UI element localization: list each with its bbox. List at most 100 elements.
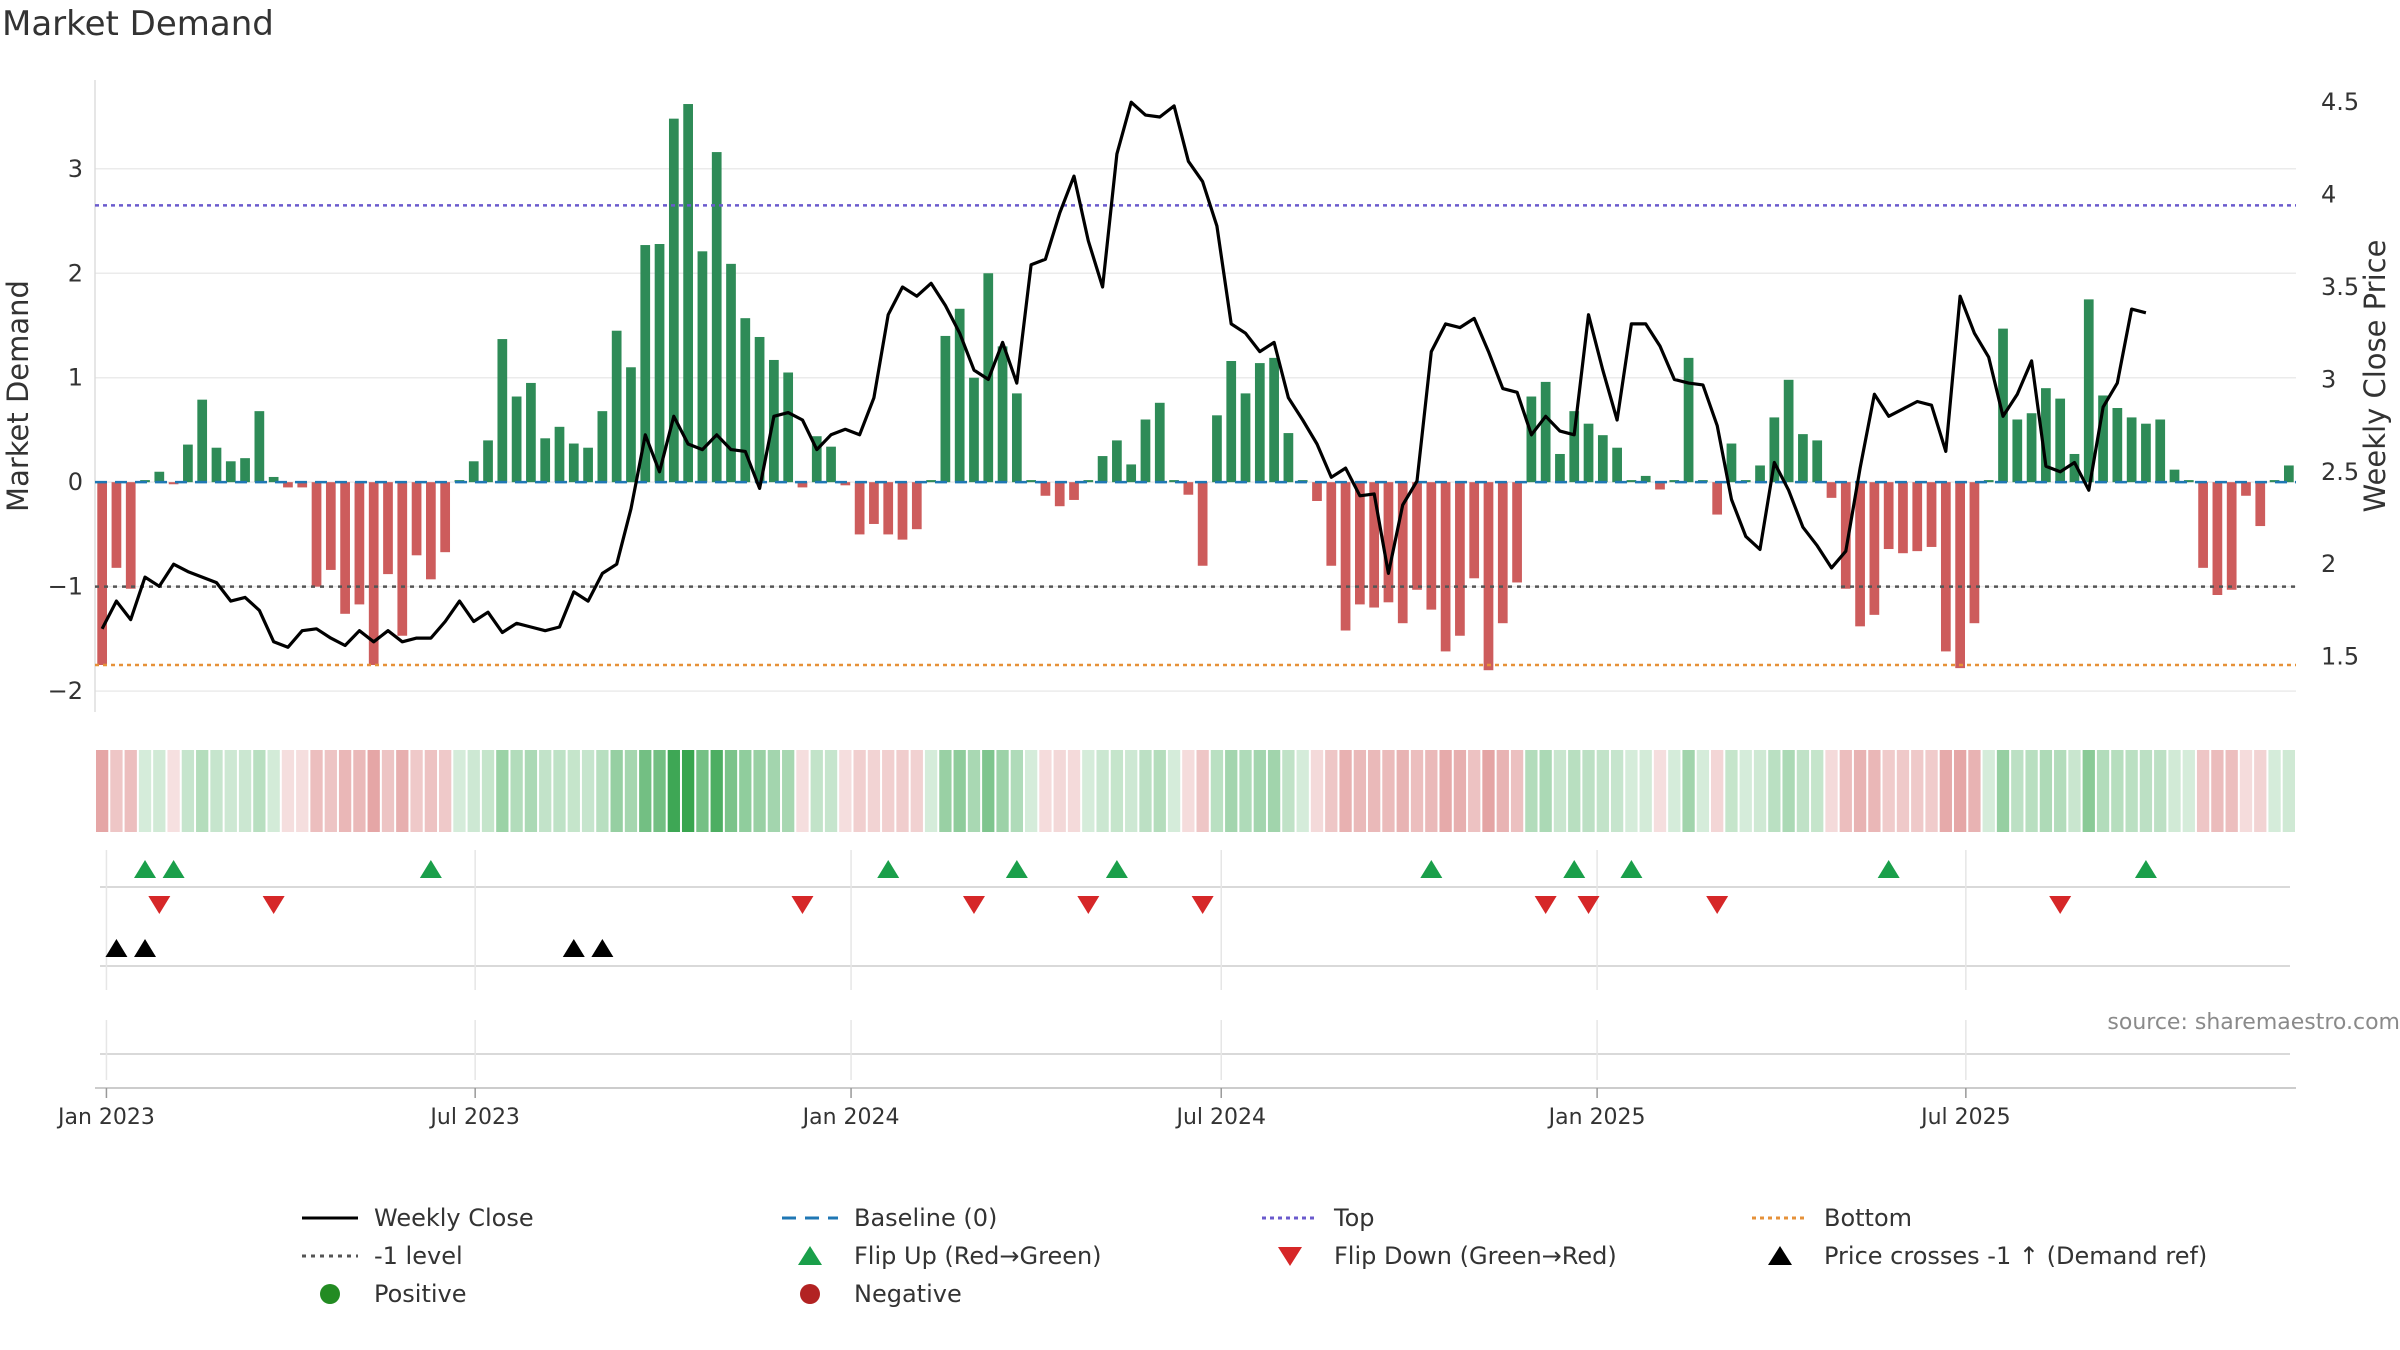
heat-cell: [1996, 750, 2010, 832]
heat-cell: [567, 750, 580, 832]
demand-bar: [1326, 482, 1337, 566]
flip-up-marker: [419, 860, 442, 878]
flip-up-marker: [1420, 860, 1443, 878]
heat-cell: [1896, 750, 1910, 832]
demand-bar: [1940, 482, 1951, 652]
heat-cell: [1811, 750, 1824, 832]
demand-bar: [2141, 423, 2151, 483]
heat-cell: [253, 750, 266, 832]
flip-down-marker: [1191, 896, 1214, 914]
demand-bar: [1054, 482, 1065, 507]
demand-bar: [2098, 395, 2108, 483]
demand-bar: [1026, 480, 1036, 483]
heat-cell: [782, 750, 795, 832]
heat-cell: [1839, 750, 1852, 832]
demand-bar: [1597, 435, 1608, 483]
legend-baseline: Baseline (0): [780, 1200, 997, 1236]
heat-cell: [796, 750, 809, 832]
demand-bar: [811, 436, 822, 483]
demand-bar: [2198, 482, 2208, 568]
demand-bar: [668, 118, 679, 483]
demand-bar: [2026, 413, 2037, 483]
demand-bar: [697, 251, 708, 483]
demand-bar: [1669, 480, 1680, 483]
heat-cell: [353, 750, 366, 832]
demand-bar: [2041, 388, 2051, 483]
flip-down-marker: [1577, 896, 1600, 914]
demand-bar: [1869, 482, 1880, 615]
flip-up-marker: [1105, 860, 1128, 878]
legend-top-label: Top: [1334, 1204, 1375, 1232]
demand-bar: [125, 482, 136, 589]
heat-cell: [910, 750, 923, 832]
demand-bar: [283, 482, 293, 488]
legend-price-cross: Price crosses -1 ↑ (Demand ref): [1750, 1238, 2207, 1274]
demand-bar: [1655, 482, 1665, 490]
demand-bar: [1369, 482, 1380, 608]
heat-cell: [1296, 750, 1309, 832]
flip-down-marker: [2049, 896, 2072, 914]
heat-cell: [338, 750, 352, 832]
heat-cell: [1067, 750, 1081, 832]
heat-cell: [2111, 750, 2124, 832]
heat-cell: [224, 750, 237, 832]
demand-bar: [197, 399, 208, 483]
heat-cell: [1396, 750, 1409, 832]
heat-cell: [1868, 750, 1881, 832]
heat-cell: [996, 750, 1009, 832]
demand-bar: [1212, 415, 1222, 483]
heat-cell: [639, 750, 652, 832]
demand-bar: [1197, 482, 1208, 566]
demand-bar: [1140, 419, 1151, 483]
demand-bar: [354, 482, 365, 605]
heat-cell: [1882, 750, 1895, 832]
heat-cell: [196, 750, 209, 832]
legend-price-cross-label: Price crosses -1 ↑ (Demand ref): [1824, 1242, 2208, 1270]
flip-up-marker: [2134, 860, 2157, 878]
heat-cell: [267, 750, 280, 832]
heat-cell: [753, 750, 766, 832]
demand-bar: [1798, 434, 1808, 483]
heat-cell: [2068, 750, 2081, 832]
demand-bar: [1683, 357, 1694, 483]
demand-bar: [1840, 482, 1851, 589]
heat-cell: [739, 750, 752, 832]
demand-bar: [1312, 482, 1322, 501]
heat-cell: [1925, 750, 1938, 832]
demand-bar: [1069, 482, 1079, 500]
heat-cell: [310, 750, 323, 832]
demand-bar: [940, 335, 951, 483]
demand-bar: [2055, 398, 2066, 483]
heat-cell: [924, 750, 938, 832]
demand-bar: [1355, 482, 1365, 605]
flip-up-marker: [1563, 860, 1586, 878]
heat-cell: [767, 750, 781, 832]
heat-cell: [110, 750, 123, 832]
weekly-close-line: [100, 100, 2147, 649]
heat-cell: [1368, 750, 1381, 832]
demand-bar: [1569, 411, 1580, 483]
chart-title: Market Demand: [2, 4, 274, 44]
heat-cell: [581, 750, 595, 832]
demand-bar: [1040, 482, 1051, 496]
demand-bar: [440, 482, 451, 553]
heat-cell: [1939, 750, 1952, 832]
heat-cell: [2225, 750, 2238, 832]
legend-flip-up-label: Flip Up (Red→Green): [854, 1242, 1102, 1270]
heat-cell: [724, 750, 738, 832]
heat-cell: [1468, 750, 1481, 832]
heat-cell: [539, 750, 552, 832]
demand-bar: [883, 482, 894, 535]
flip-down-marker: [262, 896, 285, 914]
heat-cell: [824, 750, 838, 832]
heat-cell: [882, 750, 895, 832]
demand-bar: [1526, 396, 1537, 483]
heat-cell: [381, 750, 395, 832]
demand-bar: [597, 411, 608, 483]
heat-cell: [396, 750, 409, 832]
demand-bar: [1154, 402, 1165, 483]
heat-cell: [2211, 750, 2224, 832]
flip-down-marker: [791, 896, 814, 914]
demand-bar: [483, 440, 493, 483]
demand-bar: [1883, 482, 1894, 550]
